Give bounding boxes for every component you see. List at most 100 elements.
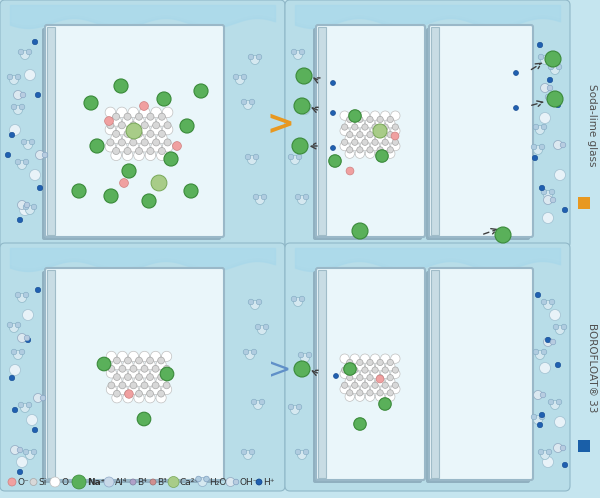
Circle shape bbox=[139, 384, 149, 394]
Circle shape bbox=[161, 368, 172, 378]
Circle shape bbox=[554, 444, 563, 453]
Circle shape bbox=[340, 369, 349, 378]
Circle shape bbox=[367, 147, 373, 153]
Circle shape bbox=[118, 384, 128, 394]
Circle shape bbox=[539, 144, 545, 150]
Circle shape bbox=[251, 300, 260, 309]
Circle shape bbox=[113, 113, 119, 120]
Circle shape bbox=[350, 126, 359, 135]
FancyBboxPatch shape bbox=[0, 243, 285, 491]
Circle shape bbox=[17, 334, 26, 343]
Circle shape bbox=[107, 139, 114, 146]
Circle shape bbox=[391, 384, 400, 394]
Circle shape bbox=[125, 390, 133, 398]
Text: >: > bbox=[268, 356, 292, 384]
Circle shape bbox=[341, 382, 348, 388]
Circle shape bbox=[386, 134, 395, 143]
Circle shape bbox=[26, 49, 32, 55]
Circle shape bbox=[19, 349, 25, 355]
Circle shape bbox=[536, 125, 545, 134]
Circle shape bbox=[116, 124, 127, 135]
Circle shape bbox=[340, 111, 349, 121]
Circle shape bbox=[10, 76, 19, 85]
Circle shape bbox=[362, 382, 368, 388]
Circle shape bbox=[151, 124, 161, 135]
Circle shape bbox=[108, 382, 115, 389]
FancyBboxPatch shape bbox=[316, 268, 425, 480]
Circle shape bbox=[296, 154, 302, 160]
Circle shape bbox=[11, 349, 17, 355]
Circle shape bbox=[539, 363, 551, 374]
Circle shape bbox=[392, 382, 398, 388]
Circle shape bbox=[157, 92, 171, 106]
Circle shape bbox=[550, 339, 556, 345]
Circle shape bbox=[72, 475, 86, 489]
Circle shape bbox=[29, 139, 35, 145]
Circle shape bbox=[17, 217, 23, 223]
Circle shape bbox=[139, 124, 150, 135]
Circle shape bbox=[290, 405, 299, 414]
Text: Ca²⁺: Ca²⁺ bbox=[180, 478, 200, 487]
Circle shape bbox=[25, 70, 35, 81]
Circle shape bbox=[303, 194, 309, 200]
Circle shape bbox=[372, 124, 378, 130]
Circle shape bbox=[554, 140, 563, 149]
Circle shape bbox=[354, 418, 366, 430]
Circle shape bbox=[118, 351, 128, 362]
Bar bbox=[431, 27, 439, 235]
Circle shape bbox=[21, 139, 27, 145]
Circle shape bbox=[108, 366, 115, 372]
Circle shape bbox=[9, 132, 15, 138]
Circle shape bbox=[17, 293, 26, 302]
Text: >: > bbox=[266, 109, 294, 141]
Circle shape bbox=[544, 191, 553, 200]
Circle shape bbox=[365, 149, 374, 158]
Circle shape bbox=[377, 374, 383, 381]
Circle shape bbox=[244, 101, 253, 110]
Circle shape bbox=[293, 50, 302, 59]
FancyBboxPatch shape bbox=[42, 271, 221, 483]
Circle shape bbox=[25, 337, 31, 343]
Circle shape bbox=[355, 134, 365, 143]
Circle shape bbox=[15, 74, 21, 80]
Circle shape bbox=[352, 124, 358, 130]
Circle shape bbox=[122, 116, 133, 126]
Circle shape bbox=[350, 354, 359, 364]
Circle shape bbox=[141, 139, 148, 146]
Circle shape bbox=[26, 414, 37, 425]
Circle shape bbox=[19, 205, 31, 216]
Circle shape bbox=[163, 366, 170, 372]
Circle shape bbox=[380, 126, 390, 135]
Circle shape bbox=[145, 376, 155, 386]
Circle shape bbox=[553, 324, 559, 330]
Circle shape bbox=[556, 326, 565, 335]
Circle shape bbox=[20, 50, 29, 59]
Circle shape bbox=[350, 369, 359, 378]
Circle shape bbox=[347, 147, 353, 153]
Circle shape bbox=[357, 360, 363, 366]
Circle shape bbox=[357, 131, 363, 138]
Circle shape bbox=[24, 335, 30, 341]
Circle shape bbox=[248, 299, 254, 305]
Circle shape bbox=[140, 102, 148, 111]
Circle shape bbox=[331, 111, 335, 116]
Circle shape bbox=[345, 134, 355, 143]
Circle shape bbox=[251, 399, 257, 405]
Circle shape bbox=[377, 390, 383, 396]
Circle shape bbox=[303, 449, 309, 455]
Circle shape bbox=[377, 147, 383, 153]
Circle shape bbox=[35, 150, 44, 159]
Circle shape bbox=[377, 360, 383, 366]
Circle shape bbox=[256, 479, 262, 485]
Bar bbox=[318, 270, 326, 478]
Circle shape bbox=[382, 382, 388, 388]
Circle shape bbox=[329, 155, 341, 167]
Text: Al⁴: Al⁴ bbox=[115, 478, 127, 487]
Circle shape bbox=[370, 111, 380, 121]
Circle shape bbox=[382, 124, 388, 130]
Circle shape bbox=[130, 122, 137, 129]
Circle shape bbox=[198, 478, 207, 487]
Circle shape bbox=[295, 449, 301, 455]
Circle shape bbox=[97, 357, 111, 371]
Circle shape bbox=[233, 74, 239, 80]
